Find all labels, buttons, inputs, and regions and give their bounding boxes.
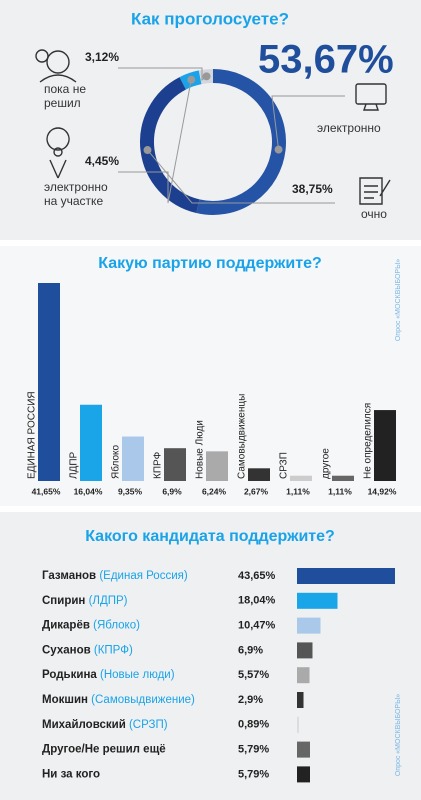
candidate-name: Другое/Не решил ещё xyxy=(42,744,166,756)
party-name: (Самовыдвижение) xyxy=(91,694,195,706)
bar xyxy=(297,592,338,609)
candidate-label: Мокшин (Самовыдвижение) xyxy=(42,694,195,706)
category-label: Новые Люди xyxy=(195,420,206,479)
bar xyxy=(297,692,304,708)
bar xyxy=(248,468,270,481)
category-label: очно xyxy=(361,207,387,221)
section-bg xyxy=(0,0,421,240)
leader-line xyxy=(147,149,335,204)
category-label: электронно xyxy=(317,121,381,135)
bar xyxy=(297,716,299,733)
bar xyxy=(164,448,186,481)
value-label: 43,65% xyxy=(238,570,276,582)
source-label: Опрос «МОСКВЫБОРЫ» xyxy=(395,694,402,776)
chart-title: Как проголосуете? xyxy=(131,9,289,28)
party-name: (Яблоко) xyxy=(93,620,140,632)
category-label: Самовыдвиженцы xyxy=(237,394,248,479)
value-label: 2,9% xyxy=(238,694,263,706)
value-label: 3,12% xyxy=(85,50,119,64)
value-label: 9,35% xyxy=(118,486,143,496)
candidate-label: Ни за кого xyxy=(42,768,100,780)
candidate-name: Мокшин xyxy=(42,694,88,706)
value-label: 6,9% xyxy=(162,486,182,496)
value-label: 5,79% xyxy=(238,768,269,780)
category-label: ЕДИНАЯ РОССИЯ xyxy=(27,391,38,479)
party-name: (КПРФ) xyxy=(94,644,133,656)
value-label: 1,11% xyxy=(328,486,352,496)
bar xyxy=(297,741,310,758)
leader-line xyxy=(118,79,192,204)
bar xyxy=(38,283,60,481)
candidate-label: Михайловский (СРЗП) xyxy=(42,719,168,731)
bar xyxy=(332,475,354,481)
bar xyxy=(297,766,310,783)
value-label: 4,45% xyxy=(85,154,119,168)
value-label: 5,79% xyxy=(238,744,269,756)
category-label: электронно на участке xyxy=(44,180,108,208)
party-name: (Новые люди) xyxy=(100,669,175,681)
candidate-label: Газманов (Единая Россия) xyxy=(42,570,188,582)
leader-dot xyxy=(187,75,196,84)
category-label: пока не решил xyxy=(44,82,86,110)
value-label: 2,67% xyxy=(244,486,269,496)
category-label: другое xyxy=(321,448,332,479)
section-bg xyxy=(0,512,421,800)
bar xyxy=(297,617,321,634)
leader-dot xyxy=(274,145,283,154)
value-label: 1,11% xyxy=(286,486,310,496)
category-label: Яблоко xyxy=(110,445,122,479)
chart-title: Какую партию поддержите? xyxy=(98,255,321,272)
category-label: СРЗП xyxy=(279,452,290,479)
party-name: (ЛДПР) xyxy=(89,595,128,607)
value-label: 6,9% xyxy=(238,644,263,656)
candidate-name: Спирин xyxy=(42,595,85,607)
bar xyxy=(374,410,396,481)
candidate-name: Ни за кого xyxy=(42,768,100,780)
candidate-name: Газманов xyxy=(42,570,96,582)
candidate-name: Михайловский xyxy=(42,719,126,731)
big-value-label: 53,67% xyxy=(258,38,394,82)
source-label: Опрос «МОСКВЫБОРЫ» xyxy=(395,259,402,341)
bar xyxy=(206,451,228,481)
bar xyxy=(290,475,312,481)
value-label: 18,04% xyxy=(238,595,276,607)
bar xyxy=(80,404,102,481)
value-label: 41,65% xyxy=(32,486,61,496)
party-name: (СРЗП) xyxy=(129,719,168,731)
bar xyxy=(297,568,395,584)
icons xyxy=(35,49,391,205)
value-label: 10,47% xyxy=(238,620,276,632)
party-name: (Единая Россия) xyxy=(99,570,188,582)
candidate-label: Суханов (КПРФ) xyxy=(42,644,133,656)
candidate-name: Родькина xyxy=(42,669,97,681)
candidate-label: Спирин (ЛДПР) xyxy=(42,595,128,607)
value-label: 38,75% xyxy=(292,182,333,196)
bar xyxy=(122,436,144,481)
bar xyxy=(297,667,310,684)
category-label: КПРФ xyxy=(153,451,164,479)
leader-dot xyxy=(202,72,211,81)
category-label: Не определился xyxy=(363,403,374,479)
value-label: 5,57% xyxy=(238,669,269,681)
candidate-label: Родькина (Новые люди) xyxy=(42,669,175,681)
value-label: 14,92% xyxy=(368,486,397,496)
value-label: 6,24% xyxy=(202,486,227,496)
candidate-label: Дикарёв (Яблоко) xyxy=(42,620,140,632)
leader-dot xyxy=(143,146,152,155)
leader-line xyxy=(271,95,345,150)
candidate-label: Другое/Не решил ещё xyxy=(42,744,166,756)
candidate-name: Дикарёв xyxy=(42,620,90,632)
category-label: ЛДПР xyxy=(69,451,80,479)
value-label: 16,04% xyxy=(74,486,103,496)
candidate-name: Суханов xyxy=(42,644,91,656)
chart-title: Какого кандидата поддержите? xyxy=(85,528,335,545)
bar xyxy=(297,642,313,659)
value-label: 0,89% xyxy=(238,719,269,731)
